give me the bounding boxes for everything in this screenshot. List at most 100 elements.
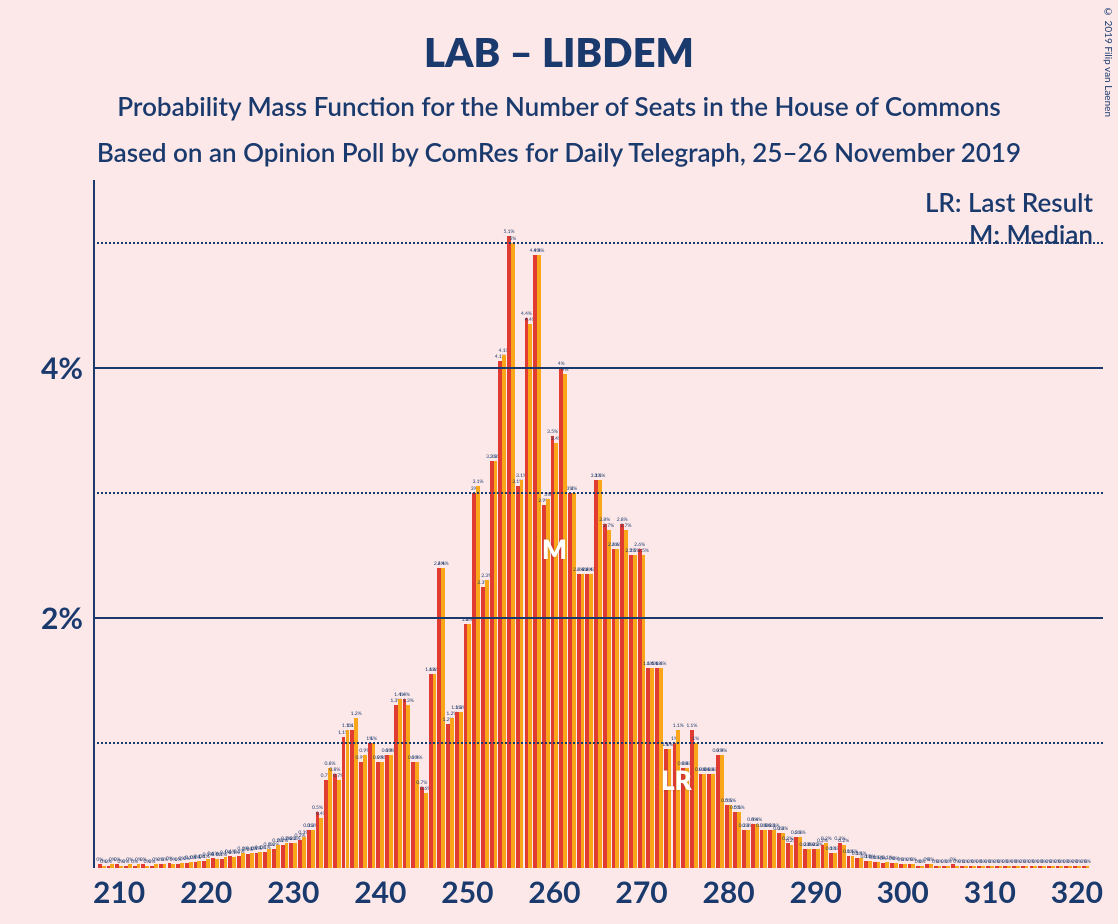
bar: 0% <box>128 864 132 868</box>
bar: 0.9% <box>363 755 367 868</box>
grid-solid <box>93 367 1103 369</box>
x-tick-label: 270 <box>615 874 667 910</box>
bar: 0.2% <box>816 849 820 868</box>
legend: LR: Last ResultM: Median <box>925 186 1093 250</box>
x-tick-label: 220 <box>180 874 232 910</box>
bar: 5% <box>511 243 515 868</box>
grid-solid <box>93 617 1103 619</box>
bar: 3.1% <box>520 480 524 868</box>
bar: 1.4% <box>398 699 402 868</box>
bar-value-label: 0.5% <box>725 798 736 804</box>
bar: 0.2% <box>293 843 297 868</box>
bar: 0.5% <box>729 805 733 868</box>
bar-value-label: 0.4% <box>751 817 762 823</box>
copyright-label: © 2019 Filip van Laenen <box>1102 6 1114 117</box>
bar: 0.3% <box>746 830 750 868</box>
bar: 2.6% <box>615 549 619 868</box>
y-tick-label: 4% <box>41 350 83 386</box>
grid-dotted <box>93 492 1103 494</box>
bar-value-label: 0.2% <box>838 838 849 844</box>
bar: 0.2% <box>267 849 271 868</box>
bar: 0.1% <box>851 856 855 869</box>
bar: 0.1% <box>868 861 872 869</box>
x-tick-label: 300 <box>877 874 929 910</box>
bar-value-label: 0.8% <box>329 767 340 773</box>
bar: 4.9% <box>537 255 541 868</box>
bar: 0% <box>1042 866 1046 869</box>
bar-value-label: 0.3% <box>795 830 806 836</box>
bar: 0% <box>955 866 959 869</box>
bar: 4% <box>563 374 567 868</box>
bar: 0.1% <box>197 861 201 869</box>
bar: 2.7% <box>607 530 611 868</box>
bar: 0.1% <box>833 853 837 868</box>
bar: 0.1% <box>859 858 863 868</box>
x-tick-label: 250 <box>441 874 493 910</box>
bar: 0.8% <box>702 774 706 868</box>
bar: 0% <box>171 864 175 868</box>
bar: 2.7% <box>624 530 628 868</box>
bar: 0.1% <box>232 857 236 868</box>
bar: 0.1% <box>241 853 245 868</box>
bar-value-label: 0.5% <box>734 805 745 811</box>
bar-value-label: 1.2% <box>351 711 362 717</box>
bar-value-label: 1.4% <box>399 692 410 698</box>
bar: 0.1% <box>250 853 254 868</box>
bar: 0.2% <box>276 845 280 868</box>
bar: 0.3% <box>763 830 767 868</box>
bar: 2% <box>467 624 471 868</box>
bars-container: 0%0%0%0%0%0%0%0%0%0%0%0%0%0%0%0%0%0%0%0%… <box>93 180 1103 868</box>
bar: 0.6% <box>424 793 428 868</box>
bar: 0.1% <box>877 862 881 868</box>
bar: 0% <box>1025 866 1029 869</box>
bar-value-label: 2.7% <box>603 523 614 529</box>
bar: 0% <box>110 864 114 868</box>
bar: 1.3% <box>406 705 410 868</box>
bar: 0% <box>119 866 123 869</box>
bar: 2.5% <box>642 555 646 868</box>
bar: 1.2% <box>354 718 358 868</box>
bar: 4.4% <box>528 324 532 868</box>
legend-item: LR: Last Result <box>925 186 1093 218</box>
bar: 0.9% <box>389 755 393 868</box>
bar: 0.1% <box>206 859 210 868</box>
bar: 0.8% <box>328 768 332 868</box>
bar-value-label: 3.5% <box>547 429 558 435</box>
bar-value-label: 0% <box>1084 859 1091 865</box>
bar-value-label: 1.3% <box>403 698 414 704</box>
bar: 0% <box>1007 866 1011 869</box>
chart-title: LAB – LIBDEM <box>0 28 1118 76</box>
bar: 1.6% <box>433 674 437 868</box>
bar-value-label: 2.8% <box>599 517 610 523</box>
bar-value-label: 0.9% <box>716 748 727 754</box>
bar: 0% <box>911 864 915 868</box>
bar: 0.2% <box>790 845 794 868</box>
bar: 0% <box>999 866 1003 869</box>
bar: 0% <box>903 864 907 868</box>
bar-value-label: 1.1% <box>673 723 684 729</box>
bar: 0% <box>1077 866 1081 869</box>
bar: 0% <box>964 866 968 869</box>
bar-value-label: 5.1% <box>504 229 515 235</box>
x-tick-label: 260 <box>528 874 580 910</box>
bar: 0.3% <box>311 830 315 868</box>
x-tick-label: 310 <box>964 874 1016 910</box>
bar: 3.4% <box>554 443 558 868</box>
bar: 0.9% <box>380 762 384 868</box>
bar: 0% <box>929 864 933 868</box>
bar: 1.6% <box>650 668 654 868</box>
bar: 0.1% <box>215 859 219 868</box>
bar: 0% <box>972 866 976 869</box>
bar: 0.2% <box>285 843 289 868</box>
bar-value-label: 3.1% <box>473 479 484 485</box>
bar: 0.4% <box>319 818 323 868</box>
chart-subtitle-1: Probability Mass Function for the Number… <box>0 90 1118 122</box>
bar-value-label: 3.1% <box>594 473 605 479</box>
bar-value-label: 2.8% <box>617 517 628 523</box>
bar-value-label: 0.9% <box>412 755 423 761</box>
bar-value-label: 0.3% <box>777 826 788 832</box>
bar: 0% <box>920 866 924 869</box>
bar-value-label: 2.5% <box>638 548 649 554</box>
bar-value-label: 2.7% <box>621 523 632 529</box>
bar: 0.4% <box>755 824 759 868</box>
